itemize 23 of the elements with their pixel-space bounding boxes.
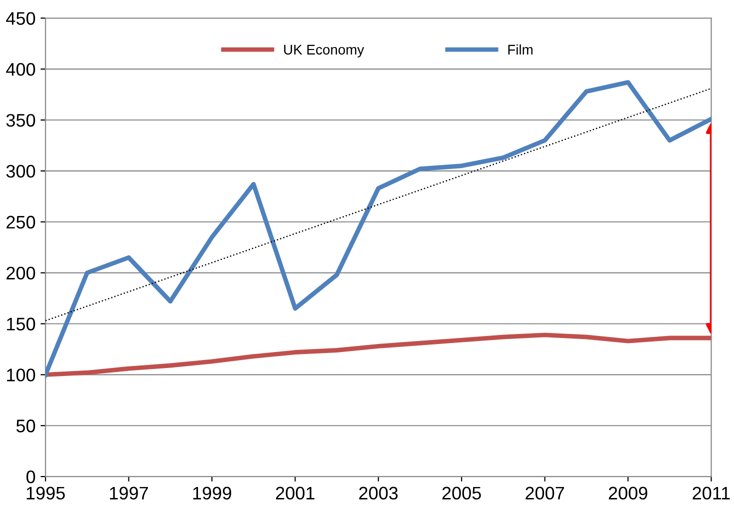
y-tick-label: 200 <box>6 266 36 280</box>
x-tick-label: 1999 <box>193 486 232 500</box>
y-tick-label: 400 <box>6 63 36 76</box>
x-tick-label: 2003 <box>359 486 398 500</box>
legend-label: Film <box>508 44 532 54</box>
x-tick-label: 2007 <box>526 486 564 500</box>
line-series <box>46 332 712 377</box>
x-tick-label: 1995 <box>26 486 65 500</box>
x-tick-label: 2009 <box>608 486 648 500</box>
y-tick-label: 450 <box>6 12 36 25</box>
y-tick-label: 350 <box>6 114 36 127</box>
x-tick-label: 2005 <box>442 486 481 500</box>
y-tick-label: 0 <box>26 470 36 484</box>
legend-label: UK Economy <box>284 44 364 58</box>
x-tick-label: 2001 <box>276 486 314 500</box>
line-series <box>46 80 712 377</box>
y-tick-label: 150 <box>7 318 36 330</box>
y-tick-label: 100 <box>7 368 36 382</box>
y-tick-label: 300 <box>6 164 36 178</box>
y-tick-label: 50 <box>16 420 36 432</box>
x-tick-label: 2011 <box>692 486 730 500</box>
x-tick-label: 1997 <box>110 486 148 500</box>
y-tick-label: 250 <box>6 216 36 229</box>
